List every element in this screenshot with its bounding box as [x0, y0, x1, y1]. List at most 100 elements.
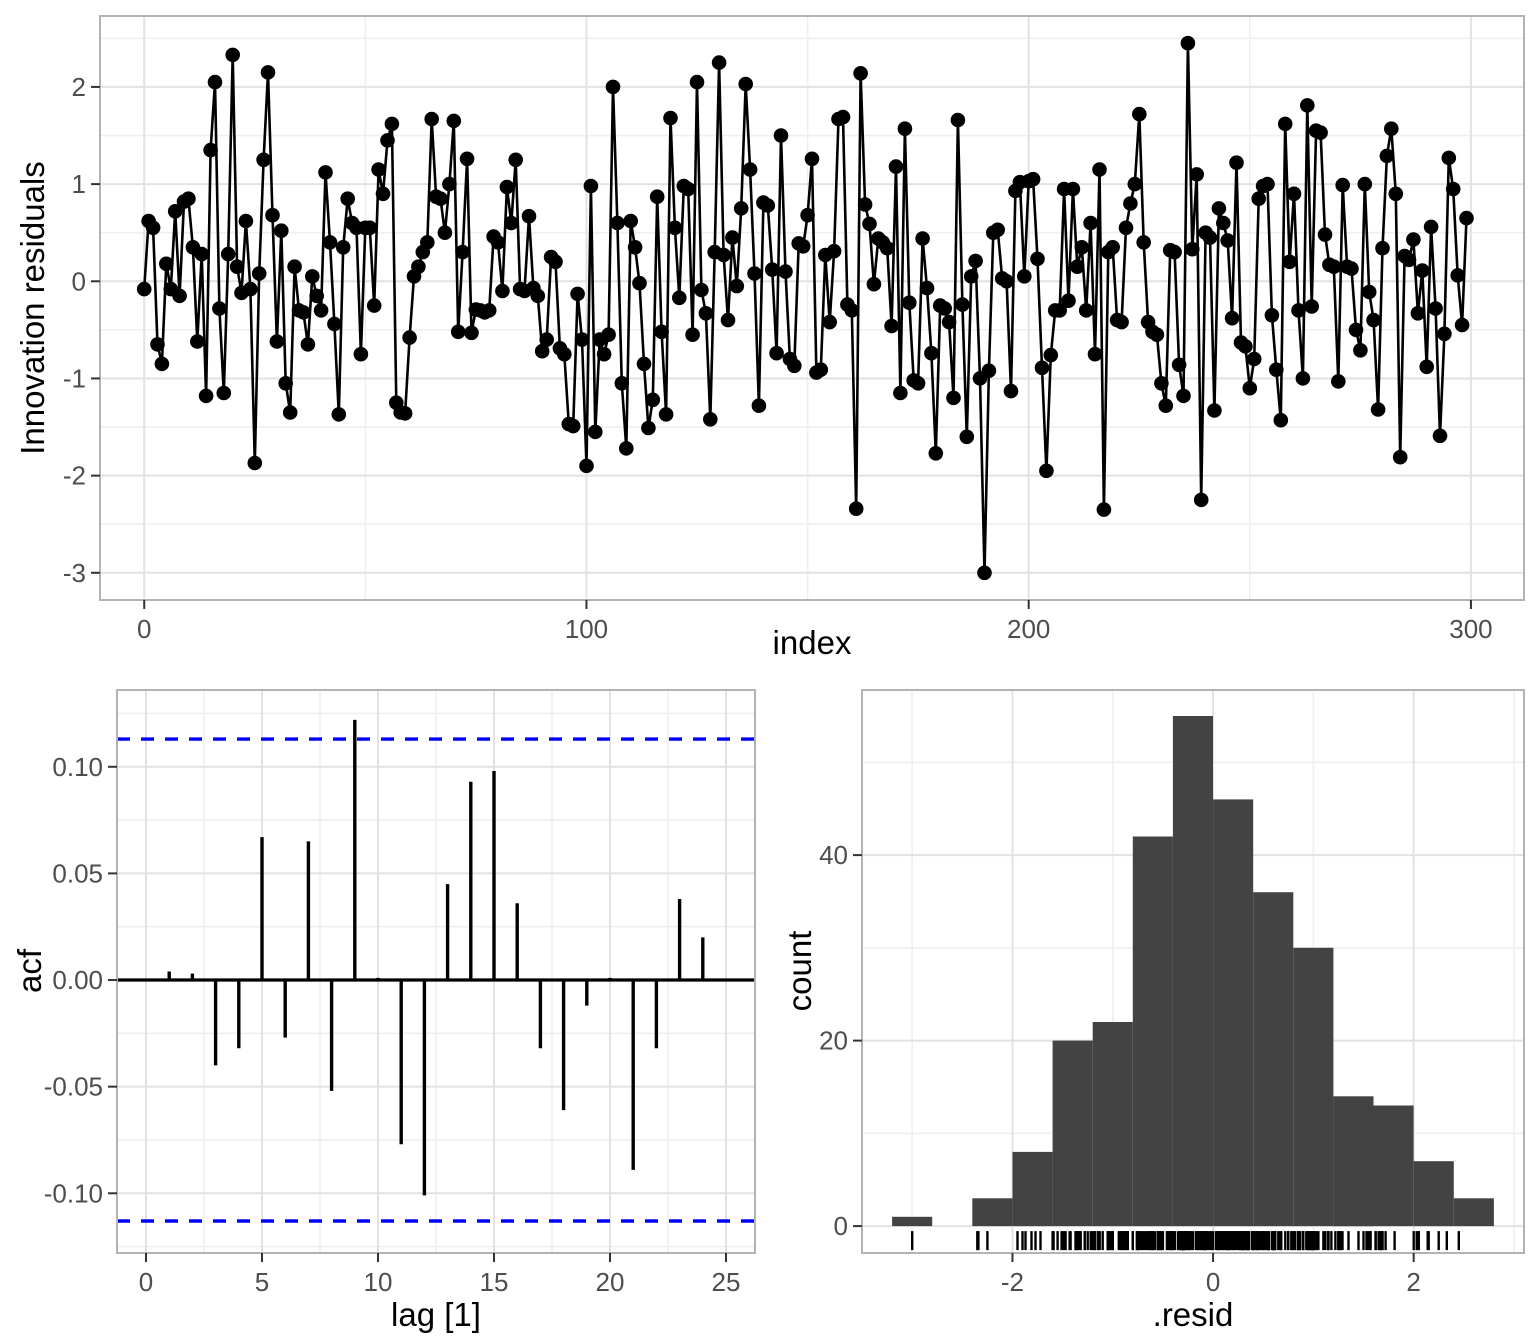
x-tick-label: 0 — [139, 1267, 153, 1297]
data-point — [658, 407, 674, 422]
data-point — [893, 385, 908, 401]
data-point — [282, 405, 298, 420]
data-point — [990, 222, 1005, 238]
data-point — [1264, 308, 1280, 323]
data-point — [1238, 339, 1253, 354]
data-point — [1432, 428, 1448, 444]
data-point — [1105, 240, 1120, 255]
data-point — [853, 66, 868, 81]
data-point — [1304, 299, 1319, 314]
data-point — [1384, 121, 1399, 136]
data-point — [1441, 150, 1457, 166]
data-point — [1189, 167, 1204, 182]
data-point — [238, 213, 254, 229]
data-point — [902, 295, 917, 311]
y-tick-label: 0 — [72, 266, 86, 296]
data-point — [495, 283, 510, 299]
data-point — [504, 215, 519, 231]
data-point — [738, 76, 753, 92]
data-point — [220, 246, 236, 262]
data-point — [641, 420, 656, 436]
data-point — [305, 269, 320, 284]
data-point — [366, 298, 382, 313]
x-tick-label: 15 — [480, 1267, 509, 1297]
data-point — [610, 215, 625, 231]
y-tick-label: -0.10 — [44, 1178, 103, 1208]
data-point — [424, 111, 440, 127]
data-point — [1370, 402, 1386, 417]
data-point — [1353, 343, 1368, 358]
y-tick-label: 0 — [834, 1211, 848, 1241]
data-point — [915, 231, 930, 246]
data-point — [136, 281, 152, 297]
data-point — [574, 332, 590, 347]
data-point — [1291, 303, 1306, 318]
data-point — [570, 286, 585, 302]
data-point — [318, 165, 333, 180]
histogram-bar — [1293, 947, 1334, 1227]
x-tick-label: 20 — [596, 1267, 625, 1297]
y-tick-label: -1 — [63, 363, 86, 393]
data-point — [1025, 171, 1041, 187]
data-point — [1030, 251, 1045, 267]
data-point — [274, 223, 289, 238]
data-point — [1167, 244, 1182, 260]
data-point — [583, 178, 599, 194]
histogram-bar — [1012, 1151, 1053, 1227]
histogram-bar — [1213, 799, 1254, 1227]
data-point — [627, 240, 643, 255]
histogram-bar — [1373, 1105, 1414, 1227]
panel-border — [116, 689, 756, 1254]
data-point — [751, 398, 767, 414]
data-point — [764, 262, 780, 277]
axis-ticks — [108, 765, 727, 1262]
data-point — [265, 207, 280, 223]
data-point — [955, 297, 970, 312]
data-point — [481, 303, 497, 318]
data-point — [327, 316, 342, 332]
data-point — [787, 358, 802, 374]
data-point — [194, 246, 209, 262]
data-point — [694, 282, 709, 298]
data-point — [256, 152, 271, 168]
residual-series-points — [136, 35, 1474, 581]
data-point — [247, 455, 263, 471]
data-point — [1127, 176, 1143, 192]
data-point — [229, 259, 245, 275]
data-point — [534, 343, 550, 359]
data-point — [1154, 376, 1169, 391]
data-point — [937, 301, 952, 316]
data-point — [1246, 351, 1262, 367]
y-tick-label: -2 — [63, 461, 86, 491]
data-point — [1229, 155, 1244, 170]
data-point — [1419, 359, 1434, 375]
data-point — [446, 113, 462, 129]
data-point — [1331, 374, 1346, 389]
data-point — [539, 332, 554, 347]
y-tick-label: 1 — [72, 169, 86, 199]
data-point — [649, 189, 665, 204]
x-tick-label: 0 — [1206, 1267, 1220, 1297]
data-point — [154, 356, 170, 372]
data-point — [464, 325, 479, 341]
data-point — [565, 418, 581, 434]
data-point — [1423, 219, 1439, 235]
data-point — [632, 275, 647, 291]
histogram-bars — [892, 716, 1494, 1227]
data-point — [1366, 312, 1381, 328]
data-point — [150, 337, 165, 352]
data-point — [1361, 284, 1377, 300]
data-point — [946, 390, 961, 406]
data-point — [1193, 492, 1209, 508]
data-point — [928, 446, 944, 461]
data-point — [269, 334, 285, 349]
x-tick-label: 100 — [565, 614, 608, 644]
data-point — [680, 181, 696, 197]
data-point — [1123, 196, 1138, 211]
data-point — [1092, 162, 1107, 177]
data-point — [977, 565, 992, 581]
data-point — [716, 247, 731, 263]
data-point — [1450, 268, 1465, 283]
data-point — [1034, 360, 1050, 376]
